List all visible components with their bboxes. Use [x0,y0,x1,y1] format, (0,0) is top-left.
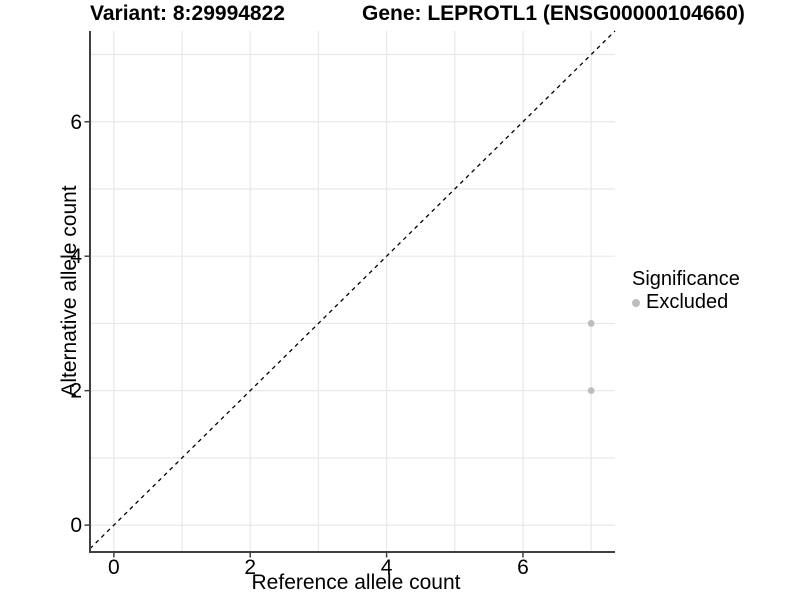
identity-line [89,30,616,550]
legend-point-icon [632,298,640,307]
x-axis-label: Reference allele count [251,571,461,594]
legend-item-excluded: Excluded [632,291,740,314]
y-axis-label: Alternative allele count [58,185,81,397]
x-tick-label: 0 [108,556,120,579]
data-point [587,320,595,327]
variant-title: Variant: 8:29994822 [90,2,285,25]
x-tick-label: 4 [381,556,393,579]
y-tick-label: 4 [70,245,82,268]
legend: Significance Excluded [632,268,740,314]
gene-title: Gene: LEPROTL1 (ENSG00000104660) [362,2,745,25]
legend-title: Significance [632,268,740,290]
y-tick-label: 2 [70,380,82,403]
y-tick-label: 6 [70,111,82,134]
legend-item-label: Excluded [646,291,729,313]
x-tick-label: 2 [244,556,256,579]
data-point [587,387,595,395]
x-tick-label: 6 [517,556,529,579]
y-tick-label: 0 [70,514,82,537]
